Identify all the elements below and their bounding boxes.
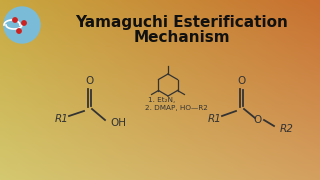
Circle shape: [17, 29, 21, 33]
Text: 2. DMAP, HO—R2: 2. DMAP, HO—R2: [145, 105, 208, 111]
Text: Yamaguchi Esterification: Yamaguchi Esterification: [76, 15, 288, 30]
Text: O: O: [85, 76, 93, 86]
Text: R1: R1: [208, 114, 222, 124]
Circle shape: [4, 7, 40, 43]
Text: O: O: [237, 76, 245, 86]
Circle shape: [13, 18, 17, 22]
Circle shape: [22, 21, 26, 25]
Text: OH: OH: [110, 118, 126, 128]
Text: 1. Et₂N,: 1. Et₂N,: [148, 97, 175, 103]
Text: O: O: [254, 115, 262, 125]
Text: R1: R1: [55, 114, 69, 124]
Text: R2: R2: [280, 124, 294, 134]
Text: Mechanism: Mechanism: [134, 30, 230, 44]
